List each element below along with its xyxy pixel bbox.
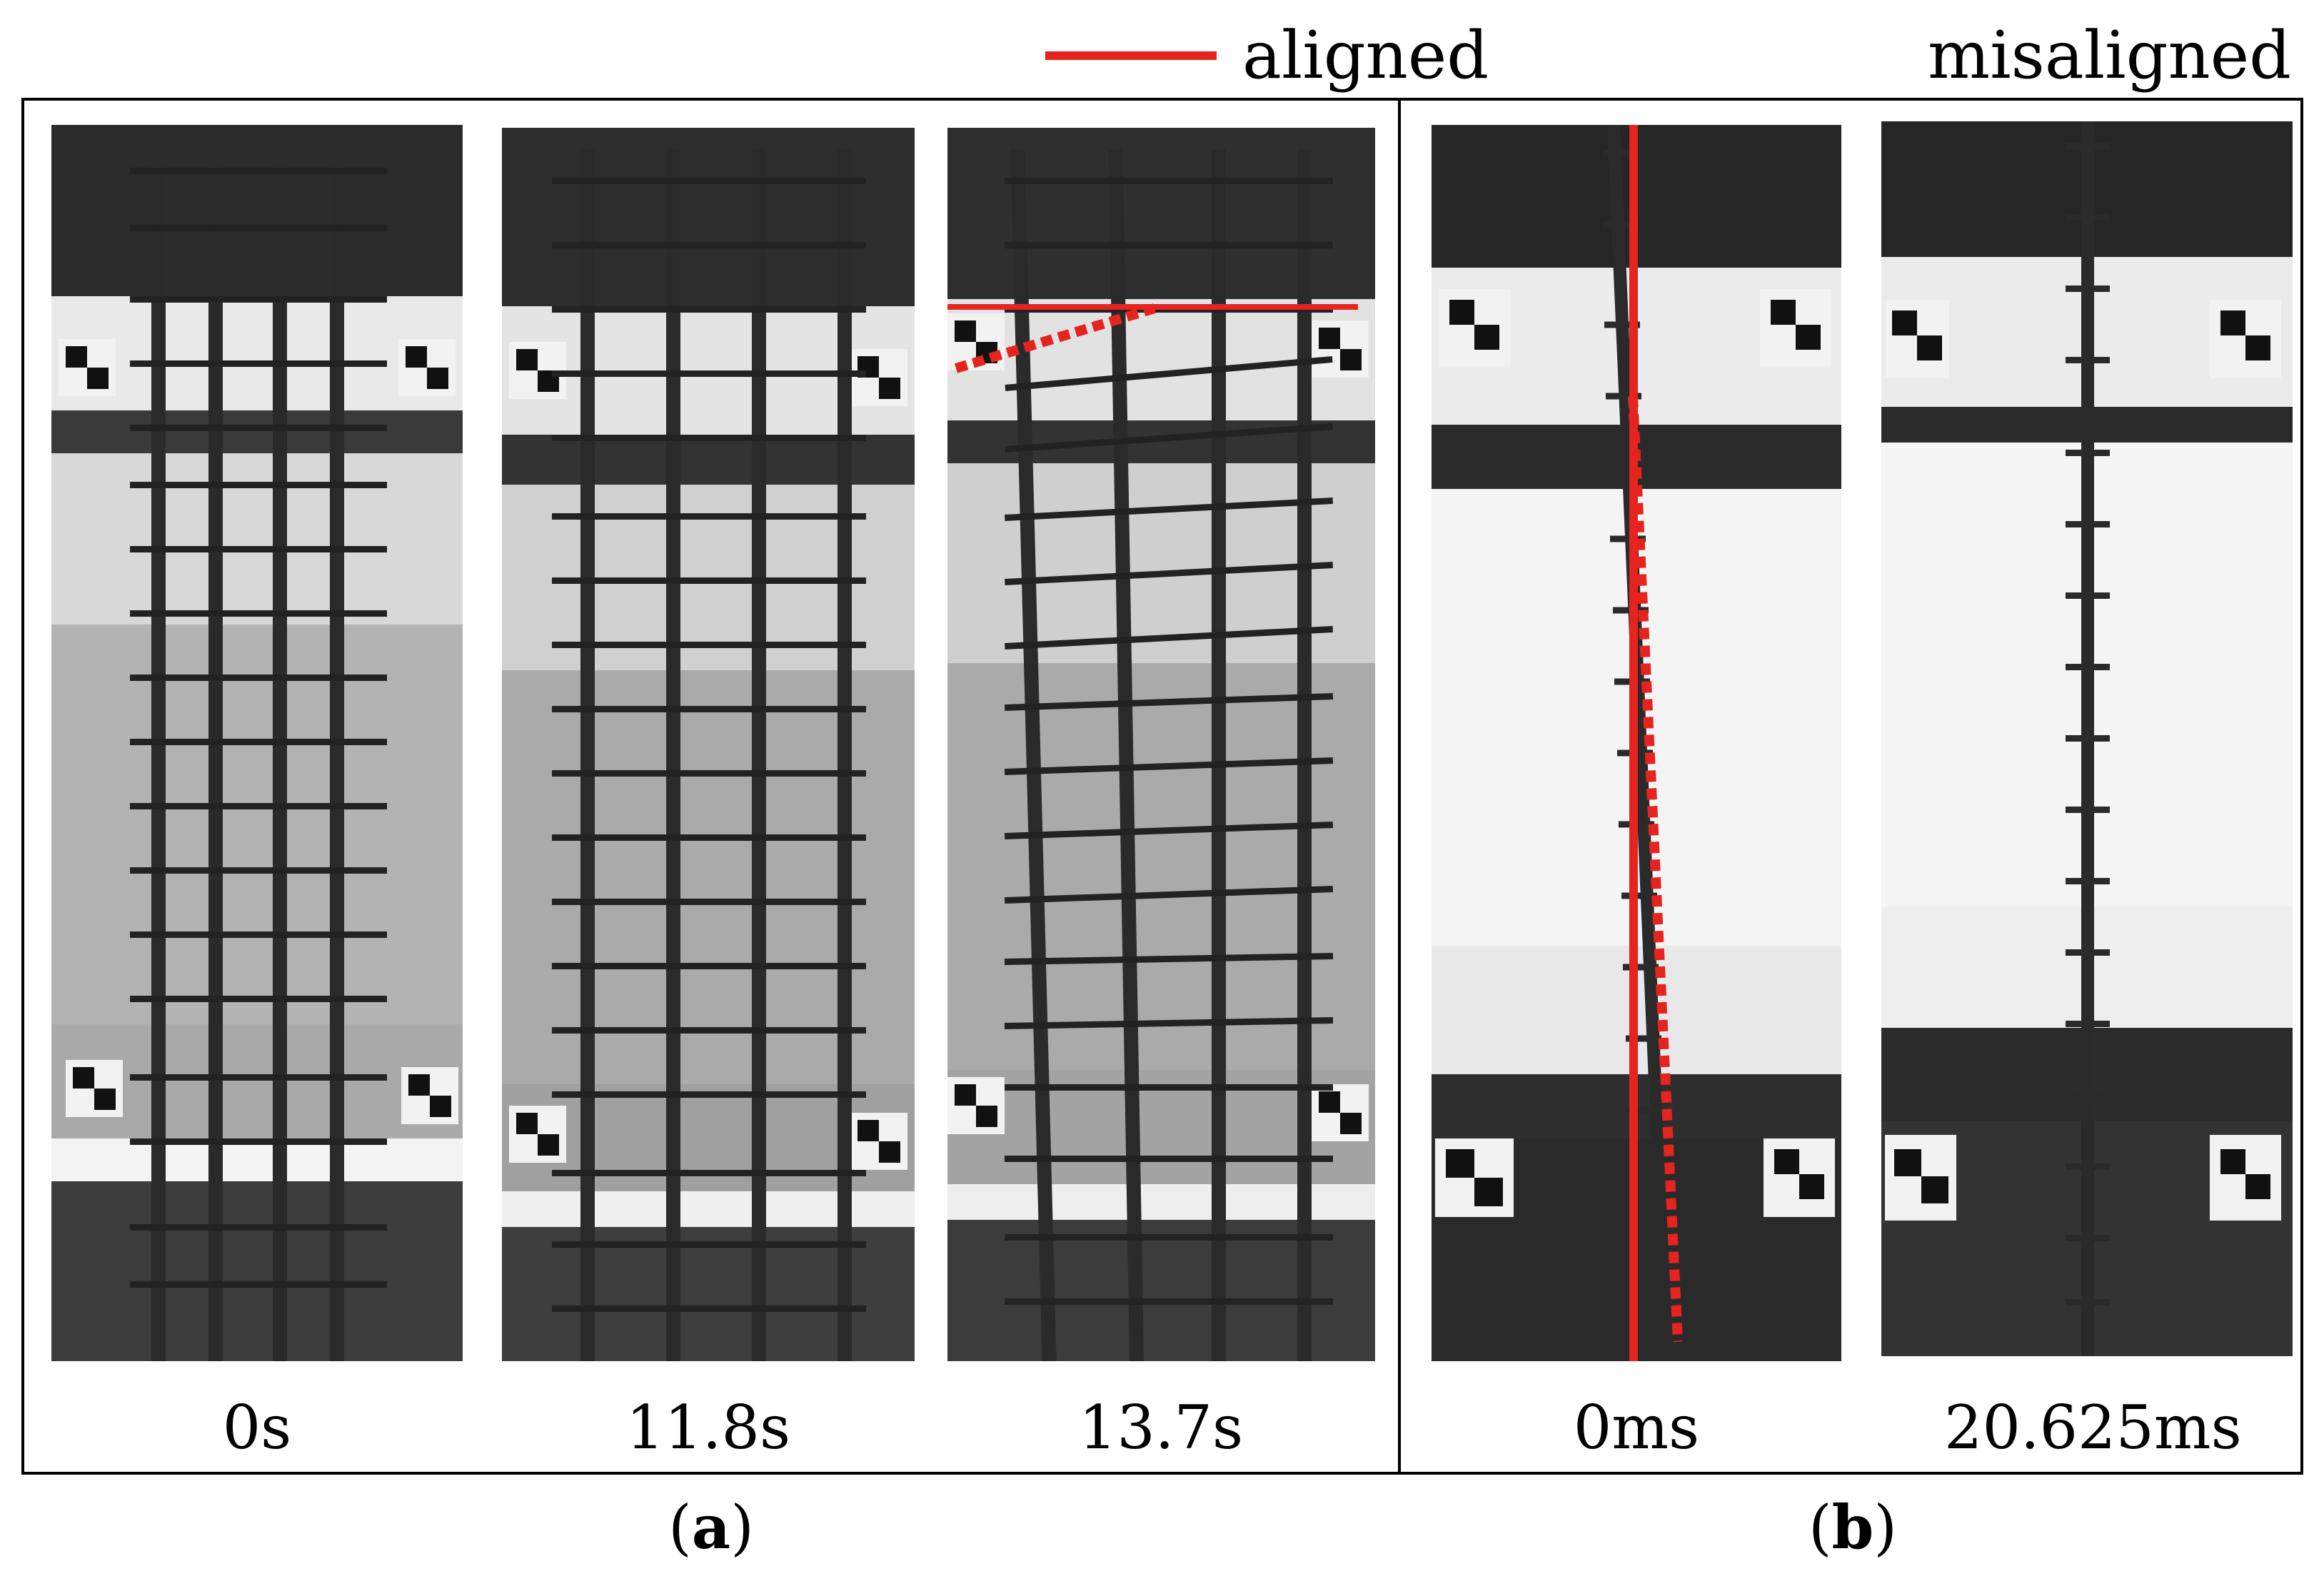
panel-letter-b: b bbox=[1831, 1492, 1874, 1562]
time-label-a-11-8s: 11.8s bbox=[625, 1393, 791, 1463]
photo-b-0ms bbox=[1432, 125, 1841, 1361]
time-label-a-13-7s: 13.7s bbox=[1078, 1393, 1244, 1463]
aligned-legend-swatch bbox=[1045, 51, 1217, 60]
aligned-line bbox=[1629, 125, 1638, 1361]
figure-frame bbox=[21, 98, 2303, 1475]
aligned-legend-label: aligned bbox=[1242, 17, 1489, 94]
photo-a-13-7s bbox=[947, 128, 1375, 1361]
photo-a-0s bbox=[51, 125, 463, 1361]
time-label-b-0ms: 0ms bbox=[1573, 1393, 1700, 1463]
panel-letter-a: a bbox=[691, 1492, 731, 1562]
panel-label-b: (b) bbox=[1808, 1492, 1898, 1562]
panel-divider bbox=[1398, 98, 1401, 1475]
misaligned-legend-swatch bbox=[1656, 49, 1863, 61]
misaligned-line bbox=[1628, 395, 1683, 1343]
photo-b-20-625ms bbox=[1881, 121, 2293, 1356]
legend: aligned misaligned bbox=[1028, 7, 2313, 107]
time-label-a-0s: 0s bbox=[222, 1393, 292, 1463]
panel-label-a: (a) bbox=[668, 1492, 754, 1562]
photo-a-11-8s bbox=[502, 128, 915, 1361]
misaligned-legend-label: misaligned bbox=[1928, 17, 2292, 94]
time-label-b-20-625ms: 20.625ms bbox=[1944, 1393, 2242, 1463]
